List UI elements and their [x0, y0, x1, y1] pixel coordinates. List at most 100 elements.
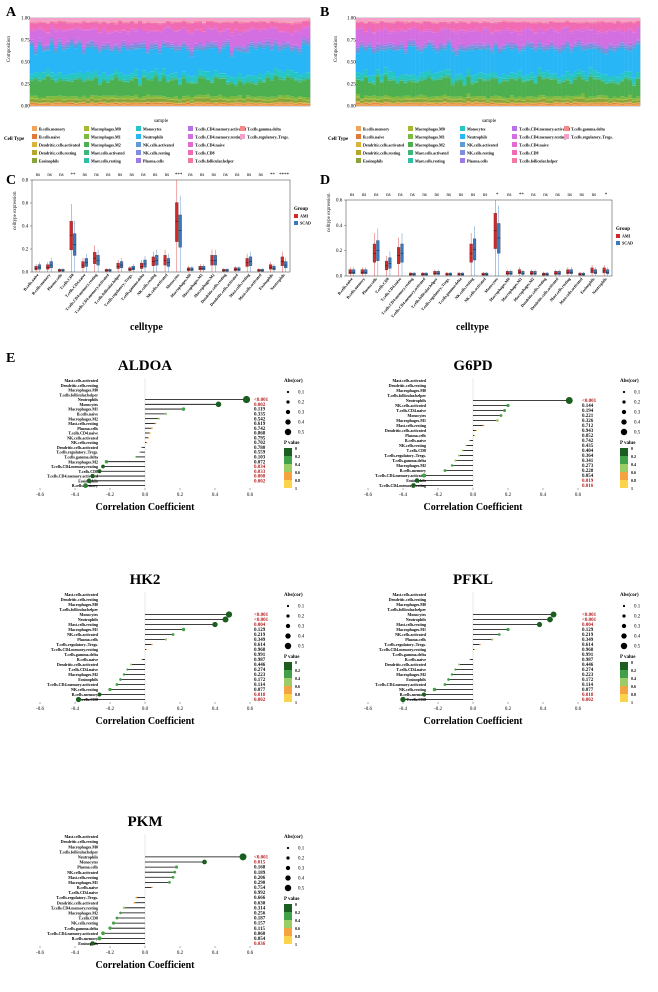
stack-ytick: 0.50	[21, 61, 30, 66]
stack-segment	[517, 34, 522, 46]
stack-segment	[482, 96, 487, 99]
stack-segment	[74, 42, 79, 44]
stack-segment	[214, 77, 219, 79]
stack-segment	[98, 48, 103, 51]
box-ytick: 0.6	[336, 199, 343, 204]
stack-segment	[70, 96, 75, 99]
box-ytick: 0.6	[22, 202, 29, 207]
stack-segment	[509, 95, 514, 98]
stack-segment	[146, 77, 151, 80]
stack-segment	[302, 103, 307, 105]
stack-segment	[162, 98, 167, 102]
stack-segment	[529, 79, 534, 81]
stack-segment	[604, 52, 609, 55]
stack-segment	[419, 50, 424, 53]
stack-segment	[154, 97, 159, 99]
stack-segment	[258, 78, 263, 82]
stack-segment	[66, 41, 71, 43]
lollipop-dot	[491, 638, 494, 641]
stack-segment	[486, 79, 491, 81]
stack-segment	[194, 97, 199, 99]
stack-segment	[226, 84, 231, 98]
stack-segment	[278, 23, 283, 32]
stack-segment	[274, 68, 279, 75]
stack-segment	[620, 30, 625, 33]
stack-segment	[74, 43, 79, 47]
box-mark	[590, 267, 594, 274]
stack-segment	[94, 103, 99, 105]
stack-ytick: 1.00	[21, 17, 30, 22]
stack-segment	[206, 104, 211, 106]
stack-segment	[561, 103, 566, 105]
pval-colorbar-segment	[620, 670, 628, 678]
stack-segment	[446, 23, 451, 29]
stack-segment	[274, 42, 279, 45]
stack-segment	[246, 31, 251, 44]
stack-segment	[592, 42, 597, 45]
stack-segment	[604, 48, 609, 50]
stack-segment	[170, 46, 175, 49]
stack-segment	[387, 23, 392, 32]
stack-segment	[262, 82, 267, 97]
stack-segment	[62, 96, 67, 100]
stack-segment	[501, 44, 507, 46]
stack-segment	[194, 29, 199, 31]
stack-segment	[110, 95, 115, 98]
stack-segment	[482, 99, 487, 102]
stack-segment	[572, 21, 578, 23]
stack-segment	[529, 72, 534, 78]
stack-segment	[238, 102, 243, 104]
stack-segment	[632, 85, 637, 86]
pvalue-label: 0.991	[582, 653, 594, 658]
stack-segment	[596, 97, 601, 99]
stack-segment	[608, 104, 613, 106]
stack-segment	[498, 18, 503, 22]
legend-swatch	[460, 126, 465, 131]
stack-segment	[565, 41, 570, 43]
box-mark	[348, 269, 352, 274]
lollipop-dot	[547, 616, 553, 623]
stack-segment	[367, 28, 372, 30]
stack-segment	[218, 78, 223, 95]
stack-segment	[214, 27, 219, 30]
legend-swatch	[32, 150, 37, 155]
stack-segment	[38, 29, 43, 39]
stack-segment	[600, 102, 605, 104]
stack-segment	[529, 30, 534, 42]
stack-segment	[162, 102, 167, 104]
stack-segment	[458, 45, 463, 47]
stack-segment	[454, 22, 459, 24]
lollipop-category-label: NK.cells.resting	[71, 687, 98, 692]
stack-segment	[94, 43, 99, 45]
significance-label: ns	[567, 193, 572, 198]
stack-segment	[608, 104, 613, 105]
pval-legend-tick: 0	[631, 660, 633, 665]
stack-segment	[517, 104, 522, 106]
stack-segment	[624, 77, 629, 79]
stack-segment	[628, 49, 633, 52]
stack-segment	[170, 27, 175, 30]
stack-segment	[387, 49, 392, 72]
stack-segment	[553, 99, 558, 102]
stack-segment	[501, 78, 507, 81]
pvalue-label: 0.987	[254, 658, 266, 663]
legend-label: Dendritic.cells.activated	[39, 143, 81, 148]
stack-segment	[126, 104, 131, 106]
stack-segment	[126, 79, 131, 82]
stack-segment	[553, 77, 558, 79]
stack-segment	[580, 98, 585, 103]
stack-segment	[214, 46, 219, 49]
stack-segment	[470, 96, 475, 100]
stack-segment	[38, 46, 43, 73]
stack-segment	[494, 76, 499, 78]
stack-segment	[194, 46, 199, 49]
stack-segment	[194, 102, 199, 104]
abs-legend-dot	[284, 428, 292, 436]
stack-segment	[86, 42, 91, 44]
pval-legend-tick: 1	[295, 700, 297, 705]
stack-segment	[572, 29, 578, 31]
box-mark	[360, 269, 364, 274]
stack-segment	[533, 102, 538, 104]
stack-segment	[430, 99, 436, 100]
stack-segment	[202, 97, 207, 99]
